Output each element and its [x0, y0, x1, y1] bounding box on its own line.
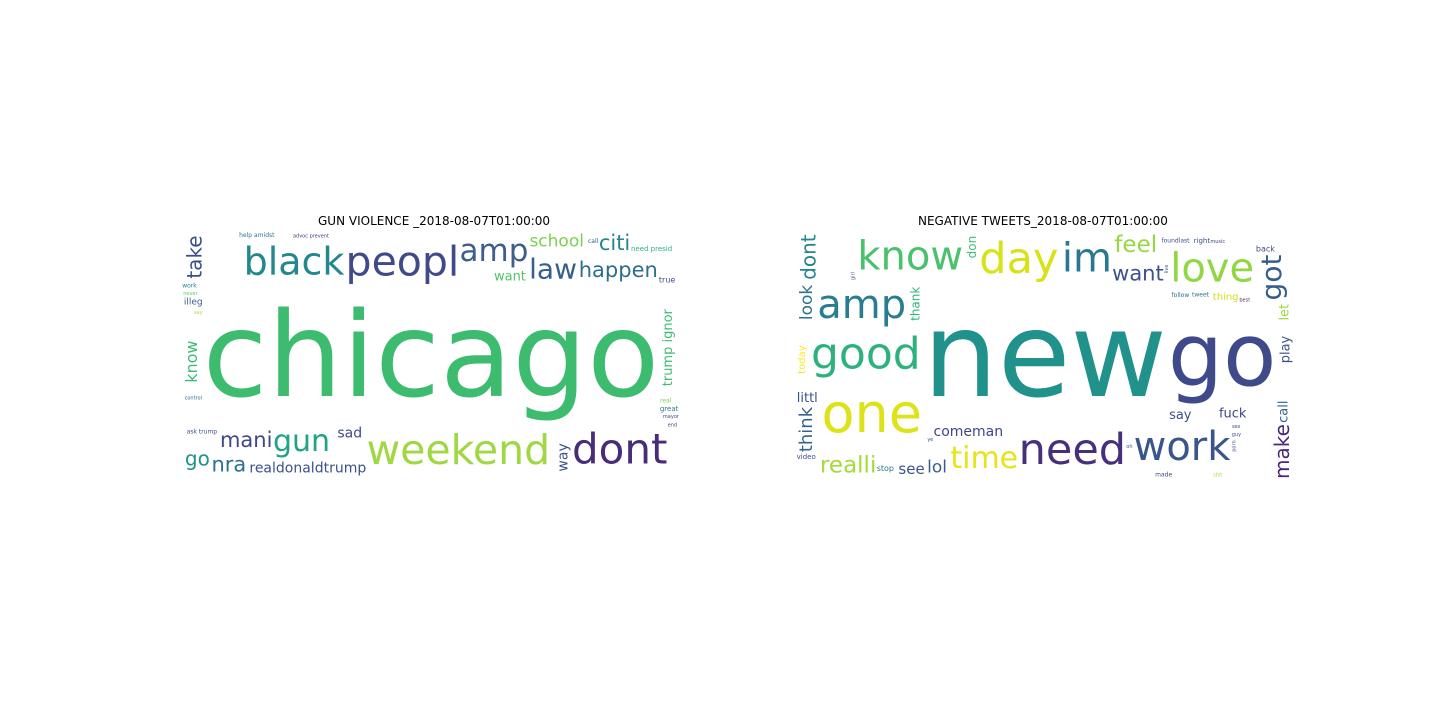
cloud-word: trump ignor	[661, 308, 676, 386]
cloud-word: love	[1170, 245, 1254, 291]
cloud-word: true	[659, 276, 675, 285]
cloud-word: black	[244, 240, 345, 284]
cloud-word: weekend	[367, 426, 551, 474]
cloud-word: tweet	[1192, 292, 1210, 299]
cloud-word: work	[1134, 424, 1232, 470]
cloud-word: dont	[797, 234, 821, 280]
cloud-word: help amidst	[239, 232, 275, 239]
cloud-word: sex	[1232, 424, 1241, 430]
cloud-word: go	[185, 446, 210, 470]
cloud-word: good	[811, 328, 921, 379]
cloud-word: got	[1255, 255, 1288, 301]
cloud-word: realdonaldtrump	[249, 461, 366, 477]
cloud-word: made	[1155, 471, 1172, 478]
cloud-word: im	[1062, 235, 1112, 281]
cloud-word: girl	[851, 272, 857, 280]
cloud-word: guy	[1232, 432, 1241, 438]
cloud-word: feel	[1114, 232, 1157, 258]
cloud-word: let	[1277, 304, 1292, 321]
cloud-word: know	[182, 340, 201, 382]
cloud-word: go	[1168, 304, 1276, 406]
cloud-word: work	[182, 282, 197, 289]
cloud-word: amp	[817, 282, 906, 328]
cloud-word: best	[1239, 297, 1250, 303]
cloud-word: want	[494, 270, 526, 285]
cloud-word: shit	[1213, 473, 1222, 479]
cloud-word: amp	[460, 233, 529, 269]
cloud-word: back	[1256, 244, 1275, 253]
cloud-word: stop	[877, 464, 894, 473]
cloud-word: one	[821, 382, 922, 445]
cloud-word: mayor	[663, 414, 680, 420]
cloud-word: new	[923, 286, 1167, 424]
cloud-word: video	[797, 453, 816, 461]
cloud-title-gun-violence: GUN VIOLENCE _2018-08-07T01:00:00	[318, 214, 551, 228]
cloud-word: lol	[927, 457, 947, 477]
cloud-word: law	[529, 253, 577, 286]
cloud-word: call	[588, 238, 599, 245]
cloud-word: say	[1169, 408, 1192, 423]
cloud-word: foundlast	[1162, 238, 1191, 245]
cloud-word: day	[979, 234, 1058, 284]
cloud-word: thing	[1213, 292, 1239, 303]
cloud-word: real	[660, 397, 672, 404]
cloud-word: illeg	[184, 297, 203, 307]
cloud-word: gun	[273, 424, 330, 459]
cloud-word: way	[556, 443, 572, 471]
cloud-word: citi	[599, 231, 630, 255]
cloud-word: live	[1164, 265, 1170, 274]
cloud-word: sad	[337, 426, 362, 442]
cloud-word: ye	[927, 437, 933, 443]
cloud-word: play	[1279, 335, 1294, 363]
cloud-word: make	[1270, 424, 1294, 479]
cloud-word: call	[1277, 401, 1292, 423]
cloud-word: great	[660, 405, 679, 413]
cloud-word: mani	[220, 428, 272, 452]
cloud-word: end	[668, 423, 677, 429]
cloud-word: ask trump	[187, 428, 218, 435]
cloud-word: advoc prevent	[293, 233, 329, 239]
cloud-word: take	[183, 235, 207, 278]
cloud-word: thank	[908, 287, 922, 321]
cloud-word: don	[965, 236, 979, 259]
cloud-word: porn	[1232, 440, 1238, 451]
cloud-word: think	[796, 406, 817, 452]
cloud-word: happen	[579, 258, 658, 282]
cloud-word: follow	[1172, 292, 1190, 299]
cloud-word: fuck	[1219, 407, 1247, 422]
cloud-word: know	[857, 233, 963, 279]
cloud-word: dont	[572, 424, 667, 473]
cloud-word: control	[185, 396, 202, 402]
cloud-word: today	[797, 345, 808, 374]
cloud-word: right	[1194, 237, 1211, 245]
cloud-word: peopl	[346, 237, 460, 285]
cloud-word: need presid	[631, 245, 672, 253]
cloud-word: school	[529, 231, 584, 251]
cloud-word: look	[797, 285, 817, 321]
cloud-word: littl	[797, 391, 818, 406]
cloud-word: oh	[1126, 444, 1132, 450]
cloud-word: time	[950, 441, 1018, 476]
cloud-word: need	[1019, 425, 1126, 475]
cloud-word: music	[1210, 239, 1225, 245]
cloud-word: never	[183, 291, 198, 297]
word-cloud-gun-violence: chicago peopl weekend black dont amp take gun la…	[181, 230, 681, 480]
cloud-word: say	[194, 310, 203, 316]
word-cloud-negative-tweets: new go good one need day amp work know love im time…	[795, 230, 1295, 480]
cloud-word: comeman	[934, 424, 1004, 440]
cloud-word: see	[898, 460, 924, 478]
cloud-word: realli	[820, 452, 876, 478]
cloud-title-negative-tweets: NEGATIVE TWEETS_2018-08-07T01:00:00	[918, 214, 1168, 228]
cloud-word: nra	[211, 453, 246, 477]
cloud-word: want	[1112, 262, 1164, 286]
cloud-word: chicago	[203, 286, 660, 424]
